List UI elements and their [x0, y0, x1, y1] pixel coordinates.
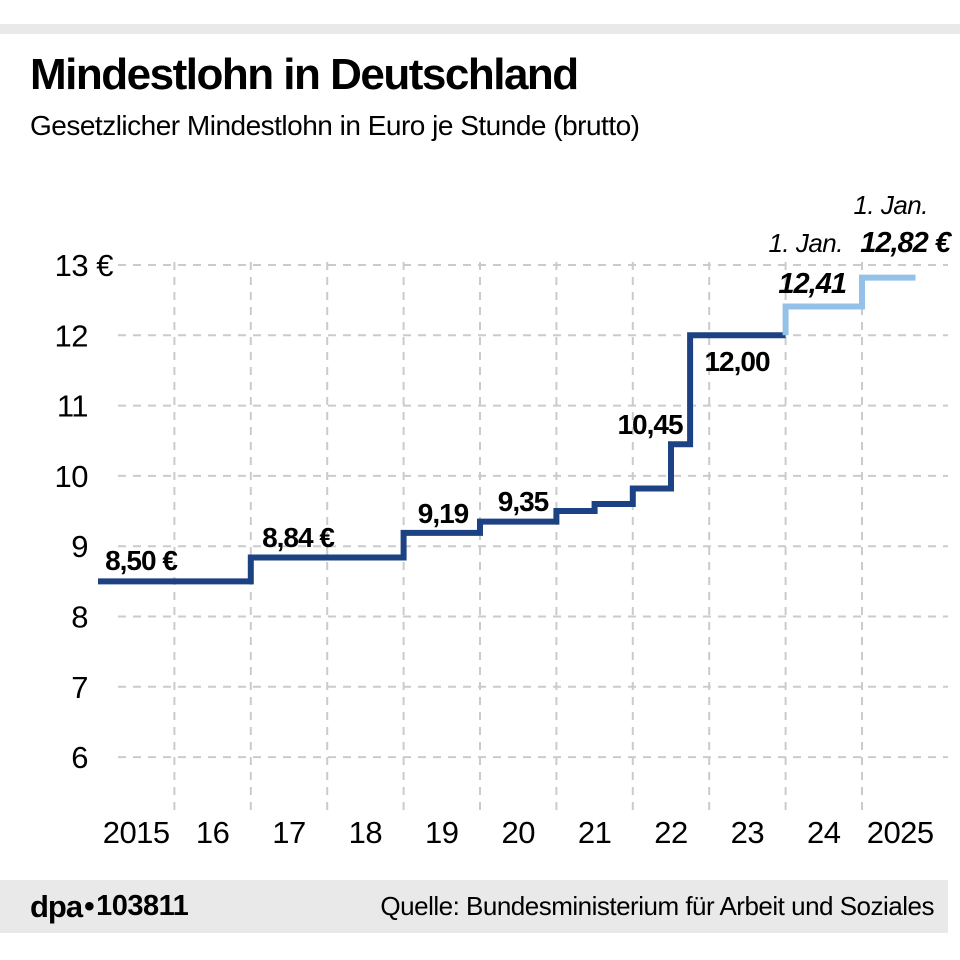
dpa-bullet-icon: • — [84, 889, 95, 923]
y-axis-tick-label: 12 — [55, 318, 88, 353]
data-point-label: 12,41 — [778, 268, 846, 300]
x-axis-tick-label: 21 — [578, 815, 611, 850]
x-axis-tick-label: 16 — [196, 815, 229, 850]
x-axis-tick-label: 18 — [349, 815, 382, 850]
y-axis-tick-label: 10 — [55, 459, 89, 494]
chart-title: Mindestlohn in Deutschland — [30, 50, 579, 99]
dpa-logo: dpa • 103811 — [30, 888, 189, 925]
data-point-label: 9,19 — [418, 498, 469, 529]
x-axis-tick-label: 20 — [501, 815, 535, 850]
dpa-brand-text: dpa — [30, 888, 83, 924]
x-axis-tick-label: 2015 — [103, 815, 170, 850]
x-axis-tick-label: 17 — [272, 815, 305, 850]
x-axis-tick-label: 24 — [807, 815, 841, 850]
data-point-label: 12,82 € — [860, 227, 953, 259]
x-axis-tick-label: 22 — [654, 815, 687, 850]
data-point-label: 10,45 — [617, 409, 682, 440]
data-point-label: 1. Jan. — [853, 190, 928, 220]
y-axis-tick-label: 7 — [71, 670, 88, 705]
y-axis-tick-label: 13 € — [55, 248, 114, 283]
footer-bar: dpa • 103811 Quelle: Bundesministerium für… — [0, 880, 948, 933]
y-axis-tick-label: 9 — [71, 529, 88, 564]
x-axis-tick-label: 2025 — [867, 815, 934, 850]
data-point-label: 12,00 — [704, 346, 769, 377]
wage-step-line — [98, 332, 786, 585]
y-axis-tick-label: 8 — [71, 600, 88, 635]
top-divider-strip — [0, 24, 960, 34]
wage-step-line — [782, 274, 916, 336]
y-axis-tick-label: 6 — [71, 740, 88, 775]
data-point-label: 8,84 € — [262, 522, 335, 553]
data-point-label: 1. Jan. — [768, 228, 843, 258]
graphic-id: 103811 — [96, 890, 189, 922]
data-point-label: 9,35 — [498, 486, 549, 517]
data-point-label: 8,50 € — [105, 545, 178, 576]
y-axis-tick-label: 11 — [57, 389, 88, 424]
source-credit: Quelle: Bundesministerium für Arbeit und… — [380, 891, 934, 921]
chart-subtitle: Gesetzlicher Mindestlohn in Euro je Stun… — [30, 110, 640, 141]
x-axis-tick-label: 19 — [425, 815, 458, 850]
x-axis-tick-label: 23 — [731, 815, 764, 850]
